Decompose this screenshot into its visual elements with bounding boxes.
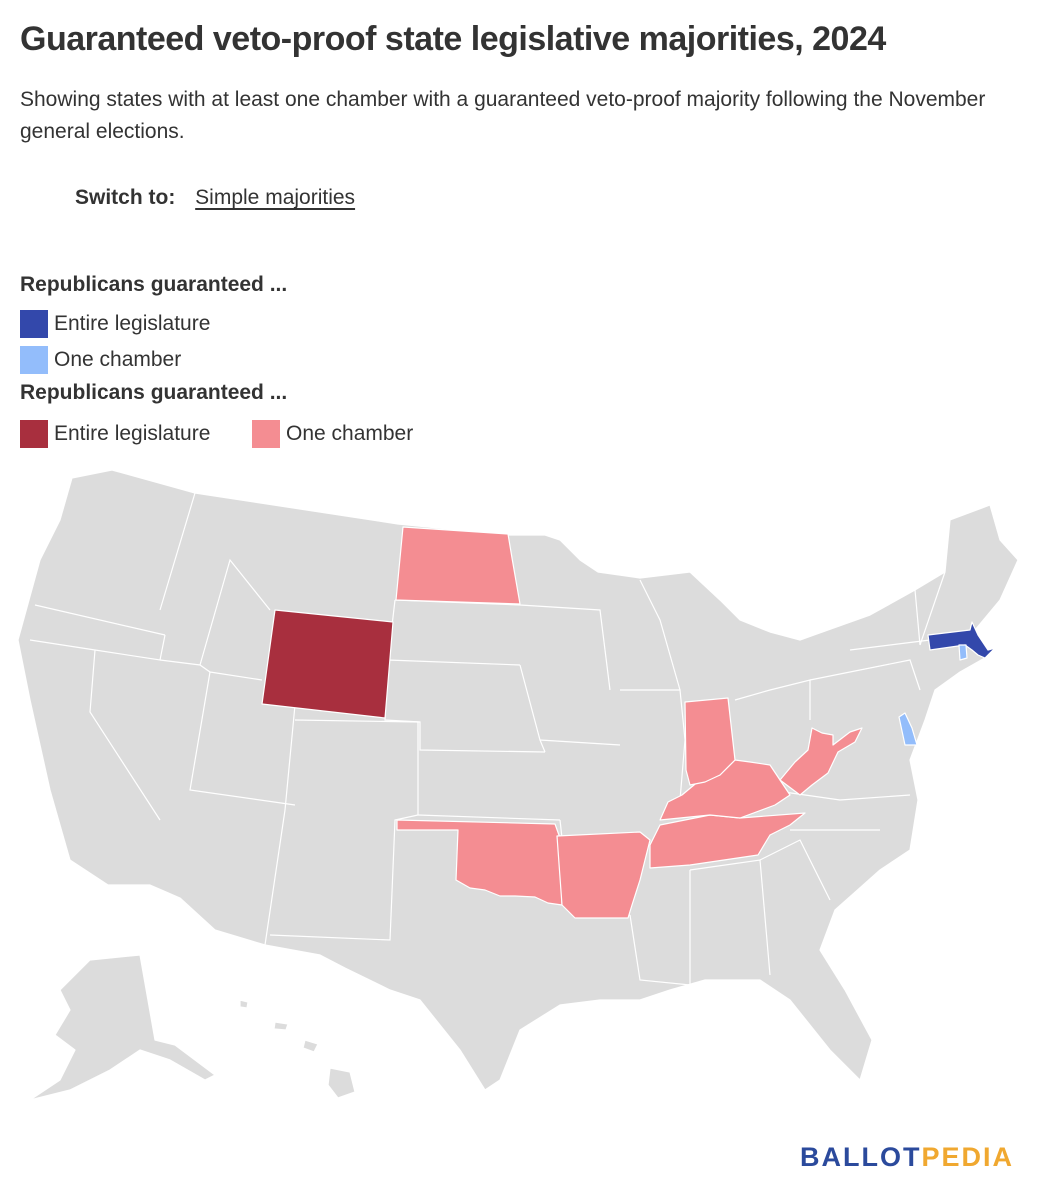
state-HI — [327, 1067, 356, 1099]
simple-majorities-link[interactable]: Simple majorities — [195, 186, 356, 209]
state-KY — [659, 759, 791, 821]
logo-part1: BALLOT — [799, 1142, 922, 1172]
ballotpedia-logo: BALLOTPEDIA — [800, 1142, 1014, 1173]
legend-item-label: Entire legislature — [54, 422, 211, 445]
legend-item-label: One chamber — [286, 422, 414, 445]
state-ND — [395, 526, 521, 605]
legend-item-group2-entire: Entire legislature — [20, 420, 210, 448]
page-subtitle: Showing states with at least one chamber… — [20, 88, 986, 143]
switch-row: Switch to: Simple majorities — [75, 186, 355, 210]
legend-heading-group1: Republicans guaranteed ... — [20, 273, 288, 296]
legend-heading-group2: Republicans guaranteed ... — [20, 381, 288, 404]
state-WY — [261, 609, 394, 719]
legend-swatch — [20, 310, 48, 338]
state-AK — [29, 954, 216, 1101]
state-WV — [779, 727, 863, 796]
page-title: Guaranteed veto-proof state legislative … — [20, 20, 886, 58]
legend-item-group2-one: One chamber — [252, 420, 413, 448]
legend-item-group1-one: One chamber — [20, 346, 181, 374]
state-DE — [898, 712, 918, 746]
switch-label: Switch to: — [75, 186, 176, 209]
legend-swatch — [20, 346, 48, 374]
state-RI — [958, 644, 968, 661]
state-IN — [684, 697, 736, 786]
logo-part2: PEDIA — [921, 1142, 1014, 1172]
state-AR — [556, 831, 651, 919]
legend-item-label: Entire legislature — [54, 312, 211, 335]
state-HI-islands — [239, 999, 319, 1053]
state-base-west — [17, 469, 1019, 1091]
legend-item-label: One chamber — [54, 348, 182, 371]
legend-swatch — [252, 420, 280, 448]
us-map — [17, 469, 1019, 1101]
legend-swatch — [20, 420, 48, 448]
legend-item-group1-entire: Entire legislature — [20, 310, 210, 338]
